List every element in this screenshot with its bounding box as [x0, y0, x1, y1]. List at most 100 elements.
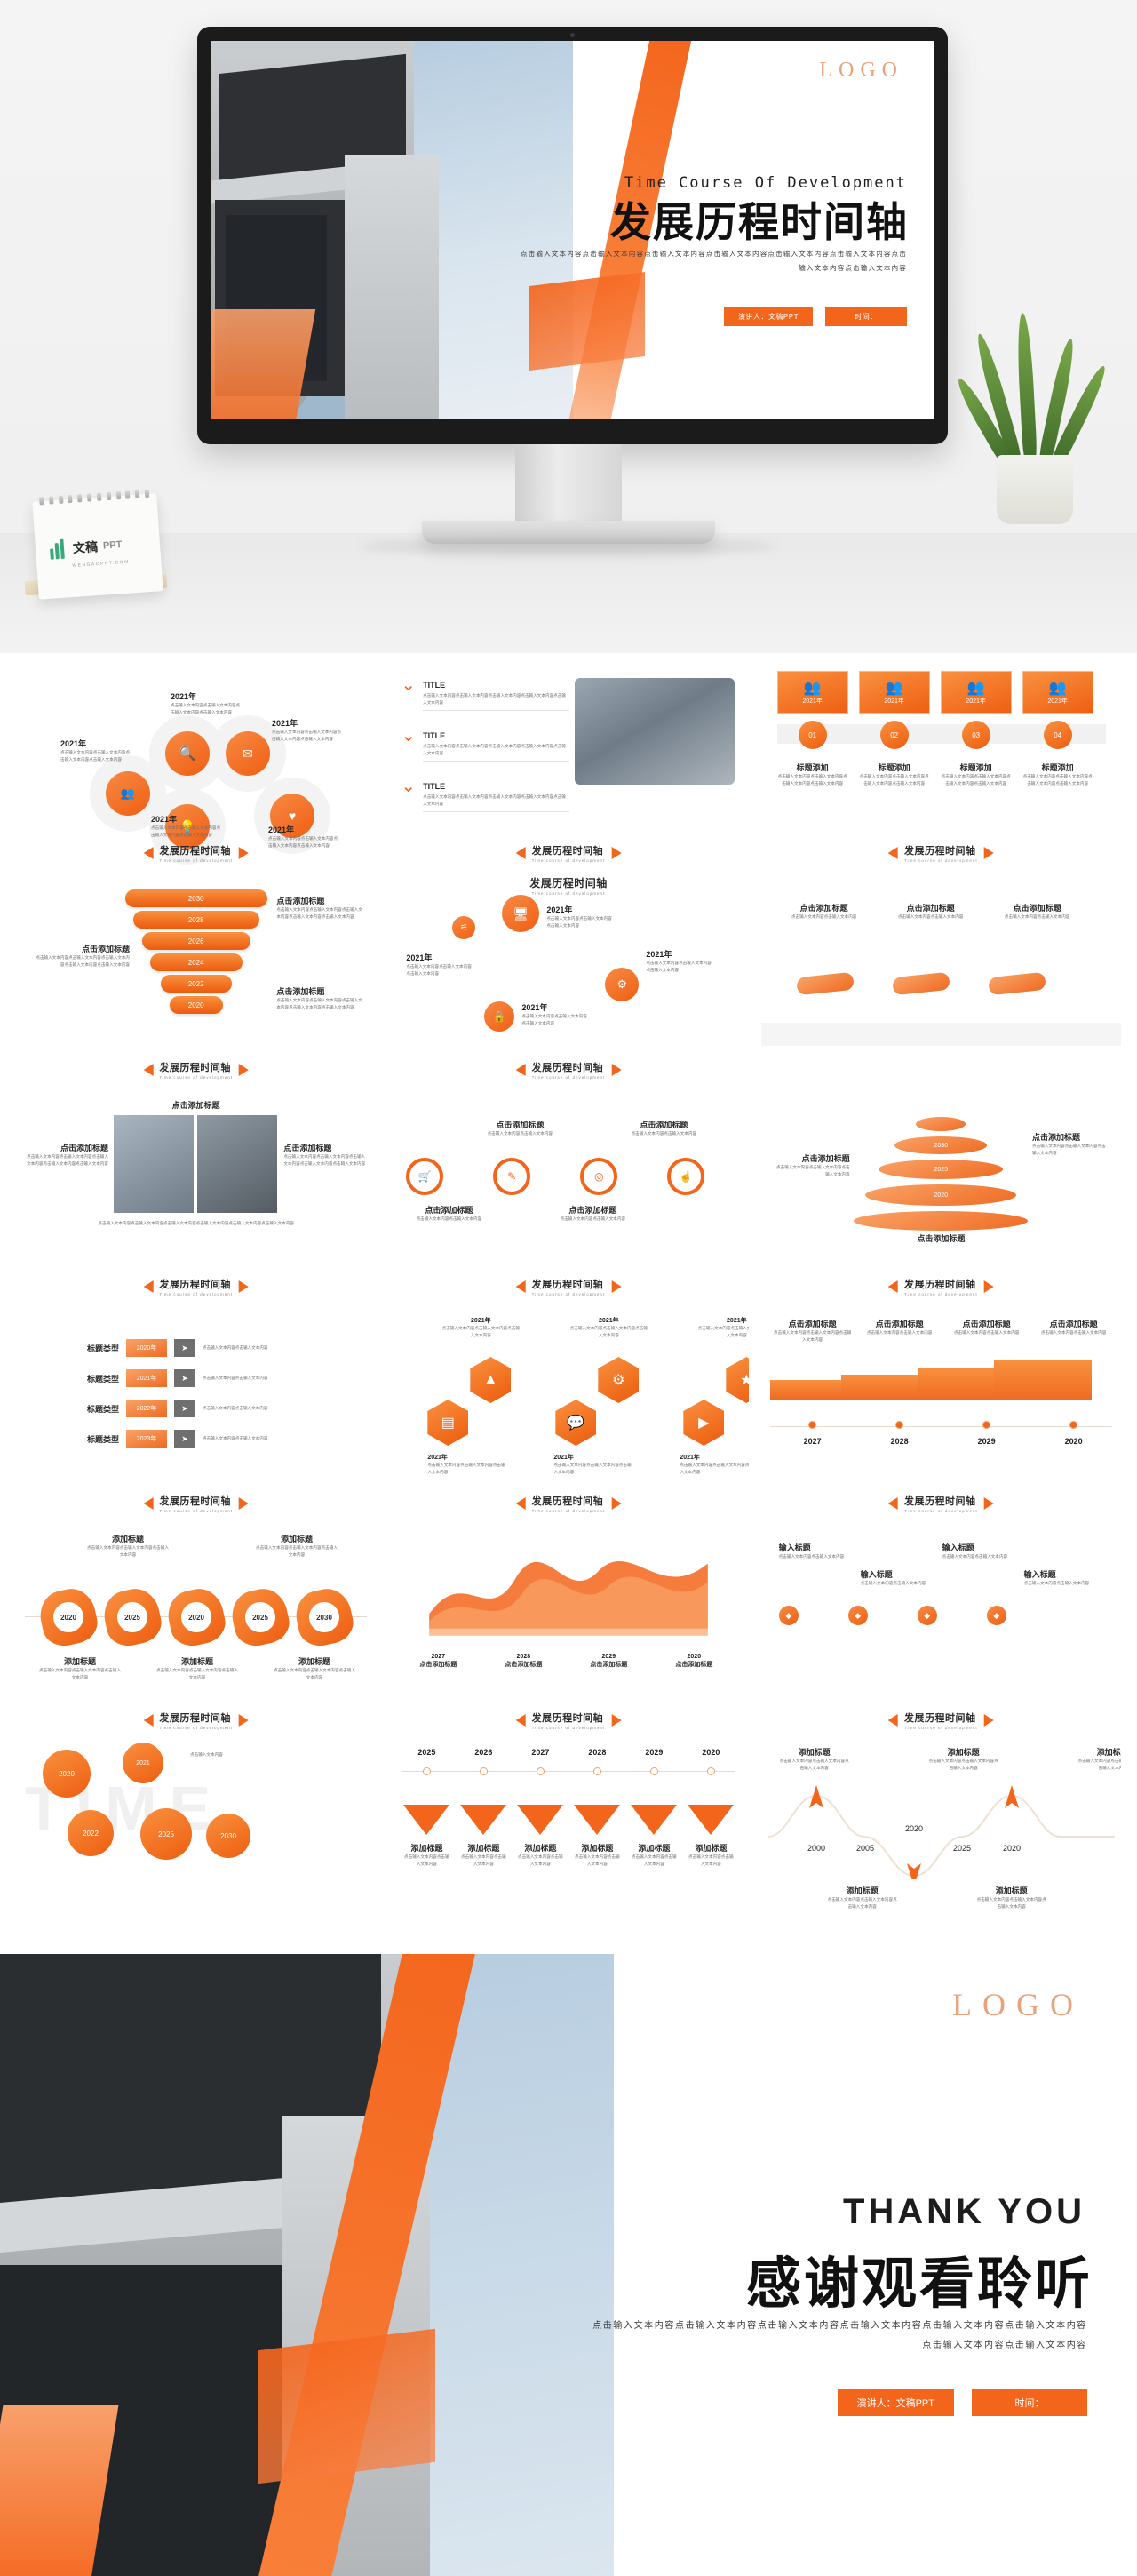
- slide-thumbnail-two-photos[interactable]: 点击添加标题 点击添加标题 点击输入文本内容点击输入文本内容点击输入文本内容点击…: [16, 1087, 377, 1304]
- item-body: 点击输入文本内容点击输入文本内容点击输入文本内容点击输入文本内容: [1022, 774, 1093, 786]
- badge-subtitle: Time course of development: [531, 858, 606, 863]
- slide-thumbnail-funnel-years[interactable]: 2030 2028 2026 2024 2022 2020 点击添加标题 点击输…: [16, 870, 377, 1087]
- slide-thumbnail-zigzag-icons[interactable]: 发展历程时间轴 Time course of development ⚟ 🖥 🔒…: [388, 870, 749, 1087]
- thumbnail-row: 标题类型 2020年 ➤ 点击输入文本内容点击输入文本内容 标题类型 2021年…: [16, 1304, 1121, 1520]
- item-body: 点击输入文本内容点击输入文本内容点击输入文本内容: [406, 964, 472, 977]
- item-title: 添加标题: [298, 1657, 330, 1666]
- triangle-right-icon: [611, 1713, 622, 1727]
- funnel-bar: 2026: [141, 932, 250, 950]
- callout-title: 点击添加标题: [81, 945, 130, 953]
- item-title: 点击添加标题: [590, 1662, 628, 1668]
- year-card: 👥 2021年: [776, 671, 848, 714]
- year-label: 2029: [977, 1437, 996, 1446]
- item-body: 点击输入文本内容点击输入文本内容点击输入文本内容: [827, 1897, 897, 1910]
- closing-slide: LOGO THANK YOU 感谢观看聆听 点击输入文本内容点击输入文本内容点击…: [0, 1954, 1137, 2576]
- slide-thumbnail-chevron-list-photo[interactable]: ⌄ TITLE 点击输入文本内容点击输入文本内容点击输入文本内容点击输入文本内容…: [388, 653, 749, 870]
- slide-thumbnail-stacked-stones[interactable]: 2030 2025 2020 点击添加标题 点击输入文本内容点击输入文本内容点击…: [760, 1087, 1121, 1304]
- date-button[interactable]: 时间：: [972, 2389, 1087, 2416]
- pill-shape: [795, 971, 855, 996]
- item-title: 点击添加标题: [419, 1662, 457, 1668]
- year-label: 2021年: [272, 719, 298, 728]
- item-title: TITLE: [423, 730, 446, 740]
- bubble: 2022: [68, 1810, 114, 1856]
- year-label: 2029: [645, 1748, 664, 1757]
- slide-thumbnail-step-bars[interactable]: 点击添加标题 点击输入文本内容点击输入文本内容点击输入文本内容 点击添加标题 点…: [760, 1304, 1121, 1520]
- stone-shape: [916, 1117, 966, 1131]
- item-body: 点击输入文本内容点击输入文本内容: [942, 1554, 1008, 1559]
- wave-graphic: [429, 1560, 709, 1636]
- arrow-icon: ➤: [174, 1400, 195, 1417]
- item-body: 点击输入文本内容: [190, 1752, 223, 1757]
- slide-thumbnail-pill-row[interactable]: 点击添加标题 点击输入文本内容点击输入文本内容 点击添加标题 点击输入文本内容点…: [760, 870, 1121, 1087]
- slide-thumbnail-vertical-steps[interactable]: 标题类型 2020年 ➤ 点击输入文本内容点击输入文本内容 标题类型 2021年…: [16, 1304, 377, 1520]
- triangle-right-icon: [611, 846, 622, 859]
- closing-description: 点击输入文本内容点击输入文本内容点击输入文本内容点击输入文本内容点击输入文本内容…: [592, 2321, 1087, 2350]
- step-number: 02: [879, 721, 909, 749]
- year-label: 2021年: [546, 905, 573, 914]
- slide-thumbnail-nodes-honeycomb[interactable]: 🔍 👥 💡 ✉ ♥ 2021年 点击输入文本内容点击输入文本内容点击输入文本内容…: [16, 653, 377, 870]
- people-icon: 👥: [803, 681, 822, 696]
- callout-body: 点击输入文本内容点击输入文本内容点击输入文本内容点击输入文本内容点击输入文本内容: [276, 998, 362, 1010]
- arrow-icon: ➤: [174, 1339, 195, 1357]
- item-title: 点击添加标题: [283, 1144, 332, 1152]
- year-label: 2030: [220, 1831, 236, 1840]
- slide-badge: 发展历程时间轴 Time course of development: [143, 1276, 249, 1296]
- slide-title: 发展历程时间轴: [529, 877, 608, 889]
- item-title: 添加标题: [280, 1535, 313, 1543]
- brand-logo: 文稿 PPT: [49, 535, 123, 560]
- item-title: 添加标题: [63, 1657, 96, 1666]
- item-title: 点击添加标题: [906, 904, 955, 913]
- flower-pot: [997, 455, 1073, 524]
- slide-badge: 发展历程时间轴 Time course of development: [143, 1059, 249, 1080]
- date-button[interactable]: 时间：: [825, 307, 907, 326]
- item-body: 点击输入文本内容点击输入文本内容: [632, 1854, 677, 1867]
- thumbnail-row: TIME 2020 2021 2022 2025 2030 点击输入文本内容: [16, 1737, 1121, 1954]
- presenter-button[interactable]: 演讲人：文稿PPT: [837, 2389, 954, 2416]
- year-label: 2027: [803, 1437, 822, 1446]
- brand-name-cn: 文稿: [72, 539, 99, 555]
- svg-text:2000: 2000: [807, 1844, 825, 1853]
- slide-thumbnail-bubble-cluster[interactable]: TIME 2020 2021 2022 2025 2030 点击输入文本内容: [16, 1737, 377, 1954]
- item-body: 点击输入文本内容点击输入文本内容: [897, 914, 964, 919]
- triangle-left-icon: [515, 846, 526, 859]
- monitor-screen: LOGO Time Course Of Development 发展历程时间轴 …: [211, 41, 934, 419]
- item-body: 点击输入文本内容点击输入文本内容点击输入文本内容: [1077, 1759, 1121, 1771]
- item-body: 点击输入文本内容点击输入文本内容点击输入文本内容点击输入文本内容: [272, 730, 342, 742]
- slide-thumbnail-cards-timeline-04[interactable]: 👥 2021年 👥 2021年 👥 2021年 👥 2021年: [760, 653, 1121, 870]
- triangle-left-icon: [515, 1713, 526, 1727]
- presenter-button[interactable]: 演讲人：文稿PPT: [723, 307, 813, 326]
- people-icon: 👥: [885, 681, 903, 696]
- badge-subtitle: Time course of development: [904, 1509, 978, 1513]
- year-chip: 2021年: [126, 1369, 167, 1387]
- funnel-bar: 2022: [160, 975, 232, 993]
- wave-arrow-graphic: 2000 2005 2020 2025 2020: [767, 1785, 1115, 1879]
- item-title: 点击添加标题: [1013, 904, 1061, 913]
- chevron-down-icon: ⌄: [401, 776, 417, 796]
- triangle-down-icon: [574, 1805, 621, 1835]
- year-label: 2021年: [553, 1455, 574, 1461]
- closing-buttons: 演讲人：文稿PPT 时间：: [837, 2389, 1087, 2416]
- orange-tab-shape: [258, 2328, 436, 2484]
- slide-thumbnail-wave-chart[interactable]: 2027 点击添加标题 2028 点击添加标题 2029 点击添加标题 2020…: [388, 1520, 749, 1737]
- item-body: 点击输入文本内容点击输入文本内容点击输入文本内容点击输入文本内容点击输入文本内容: [423, 693, 566, 706]
- slide-thumbnail-hexagon-flow[interactable]: 2021年 点击输入文本内容点击输入文本内容点击输入文本内容 2021年 点击输…: [388, 1304, 749, 1520]
- item-body: 点击输入文本内容点击输入文本内容: [1040, 1330, 1107, 1335]
- slide-thumbnail-pin-years[interactable]: 添加标题 点击输入文本内容点击输入文本内容点击输入文本内容 添加标题 点击输入文…: [16, 1520, 377, 1737]
- callout-body: 点击输入文本内容点击输入文本内容点击输入文本内容: [775, 1165, 850, 1177]
- slide-thumbnail-wave-arrows[interactable]: 添加标题 点击输入文本内容点击输入文本内容点击输入文本内容 添加标题 点击输入文…: [760, 1737, 1121, 1954]
- year-label: 2021年: [1047, 698, 1068, 705]
- triangle-right-icon: [238, 846, 249, 859]
- slide-thumbnail-dashed-timeline-cards[interactable]: 输入标题 点击输入文本内容点击输入文本内容 输入标题 点击输入文本内容点击输入文…: [760, 1520, 1121, 1737]
- item-title: 添加标题: [695, 1844, 728, 1853]
- year-card: 👥 2021年: [1022, 671, 1093, 714]
- leaf-icon: [1015, 312, 1038, 463]
- slide-badge: 发展历程时间轴 Time course of development: [515, 1493, 622, 1513]
- triangle-right-icon: [983, 846, 994, 859]
- item-body: 点击输入文本内容点击输入文本内容点击输入文本内容: [256, 1545, 338, 1558]
- closing-photo: [0, 1954, 615, 2576]
- slide-thumbnail-ring-timeline[interactable]: 🛒 ✎ ◎ ☝ 点击添加标题 点击输入文本内容点击输入文本内容 点击添加标题 点…: [388, 1087, 749, 1304]
- bubble: 2030: [206, 1814, 250, 1858]
- sliders-icon: ⚟: [452, 916, 476, 939]
- year-label: 2025: [417, 1748, 436, 1757]
- slide-thumbnail-triangle-timeline[interactable]: 2025 2026 2027 2028 2029 2020: [388, 1737, 749, 1954]
